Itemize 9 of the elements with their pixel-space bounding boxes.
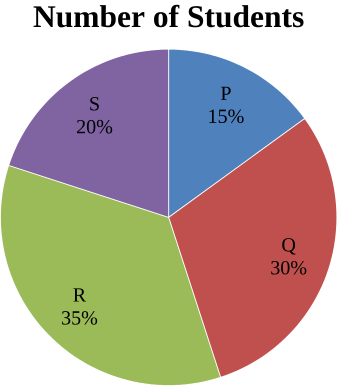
- slice-label: P: [220, 86, 231, 100]
- data-label: 30%: [271, 260, 306, 275]
- chart-title: Number of Students: [33, 4, 304, 28]
- slice-label: R: [73, 288, 86, 302]
- data-label: 20%: [76, 120, 112, 134]
- data-label: 15%: [209, 109, 244, 124]
- slice-label: S: [90, 97, 99, 111]
- data-label: 35%: [62, 311, 97, 325]
- slice-label: Q: [282, 238, 296, 255]
